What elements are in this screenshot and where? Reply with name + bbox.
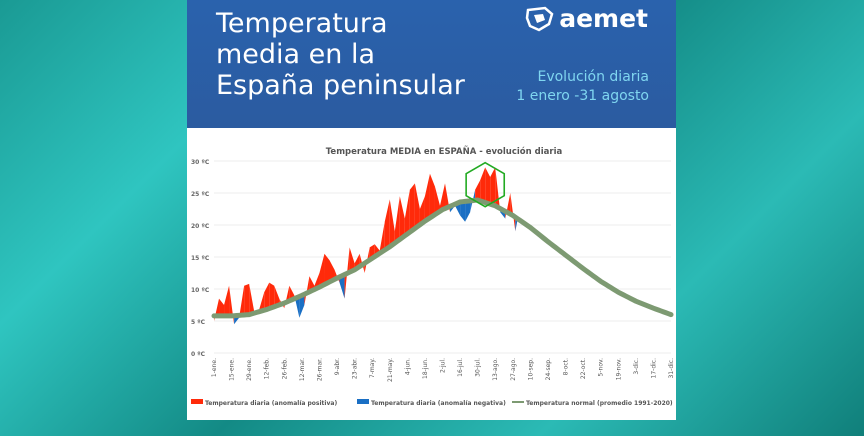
x-tick-label: 4-jun. [404,358,411,375]
positive-anomaly-area [264,282,270,311]
y-tick-label: 20 ºC [191,223,210,230]
x-tick-label: 24-sep. [545,358,552,380]
x-tick-label: 18-jun. [422,358,429,379]
positive-anomaly-area [475,180,481,201]
positive-anomaly-area [485,167,491,205]
x-tick-label: 16-jul. [457,358,464,377]
positive-anomaly-area [510,193,516,232]
positive-anomaly-area [379,221,385,254]
positive-anomaly-area [324,253,330,285]
negative-anomaly-area [465,200,471,222]
x-tick-label: 22-oct. [580,358,587,379]
x-tick-label: 8-oct. [563,358,570,375]
negative-anomaly-area [460,201,466,222]
x-tick-label: 27-ago. [510,358,517,381]
aemet-logo-icon [525,6,554,31]
x-tick-label: 26-feb. [281,358,288,379]
x-tick-label: 5-nov. [598,358,605,377]
x-tick-label: 7-may. [369,358,376,378]
legend-label: Temperatura diaria (anomalía negativa) [371,400,506,407]
positive-anomaly-area [399,196,405,240]
positive-anomaly-area [429,173,435,218]
logo-text: aemet [559,4,648,33]
negative-anomaly-area [339,274,345,299]
page-title: Temperatura media en la España peninsula… [216,8,465,101]
x-tick-label: 15-ene. [229,358,236,381]
positive-anomaly-area [329,260,335,282]
title-line: España peninsular [216,70,465,101]
temperature-chart: Temperatura MEDIA en ESPAÑA - evolución … [191,146,675,407]
subtitle-line: 1 enero -31 agosto [516,88,649,104]
positive-anomaly-area [229,285,235,325]
positive-anomaly-area [239,285,245,318]
x-tick-label: 26-mar. [316,358,323,381]
positive-anomaly-area [480,167,486,203]
positive-anomaly-area [490,167,496,206]
x-tick-label: 31-dic. [668,358,675,379]
y-tick-label: 10 ºC [191,287,210,294]
positive-anomaly-area [349,247,355,273]
legend-label: Temperatura normal (promedio 1991-2020) [526,400,673,407]
negative-anomaly-area [294,295,300,318]
infographic-panel: Temperatura media en la España peninsula… [187,0,676,420]
x-tick-label: 1-ene. [211,358,218,377]
x-tick-label: 23-abr. [352,358,359,379]
positive-anomaly-area [394,196,400,244]
y-tick-label: 25 ºC [191,191,210,198]
positive-anomaly-area [259,292,265,312]
x-tick-label: 2-jul. [440,358,447,373]
y-tick-label: 5 ºC [191,319,206,326]
positive-anomaly-area [344,247,350,299]
x-tick-label: 13-ago. [492,358,499,381]
y-tick-label: 30 ºC [191,159,210,166]
subtitle-line: Evolución diaria [537,69,649,85]
x-tick-label: 3-dic. [633,358,640,375]
positive-anomaly-area [409,183,415,233]
x-tick-label: 19-nov. [615,358,622,380]
aemet-logo: aemet [525,4,648,33]
positive-anomaly-area [219,298,225,316]
highlight-hexagon [465,161,506,208]
positive-anomaly-area [439,183,446,212]
legend-label: Temperatura diaria (anomalía positiva) [205,400,337,407]
x-tick-label: 12-mar. [299,358,306,381]
chart-title: Temperatura MEDIA en ESPAÑA - evolución … [326,146,563,157]
title-line: Temperatura [216,8,388,39]
legend-swatch [191,399,203,404]
x-tick-label: 12-feb. [264,358,271,379]
x-tick-label: 21-may. [387,358,394,382]
positive-anomaly-area [304,276,310,305]
positive-anomaly-area [224,285,230,316]
positive-anomaly-area [244,283,250,315]
normal-temperature-line [211,197,674,319]
positive-anomaly-area [404,189,410,236]
legend-swatch [357,399,369,404]
y-tick-label: 15 ºC [191,255,210,262]
subtitle: Evolución diaria 1 enero -31 agosto [516,68,649,106]
positive-anomaly-area [359,253,365,273]
positive-anomaly-area [274,285,280,307]
x-tick-label: 29-ene. [246,358,253,381]
positive-anomaly-area [319,253,325,288]
header: Temperatura media en la España peninsula… [187,0,676,128]
positive-anomaly-area [249,283,255,315]
x-tick-label: 30-jul. [475,358,482,377]
legend-swatch [512,401,524,403]
positive-anomaly-area [419,196,425,225]
title-line: media en la [216,39,376,70]
positive-anomaly-area [424,173,430,222]
negative-anomaly-area [299,294,305,318]
positive-anomaly-area [434,186,440,215]
x-tick-label: 17-dic. [650,358,657,379]
positive-anomaly-area [414,183,420,229]
positive-anomaly-area [269,282,275,309]
positive-anomaly-area [384,199,390,251]
x-tick-label: 9-abr. [334,358,341,375]
x-tick-label: 10-sep. [527,358,534,380]
positive-anomaly-area [389,199,395,247]
y-tick-label: 0 ºC [191,351,206,358]
